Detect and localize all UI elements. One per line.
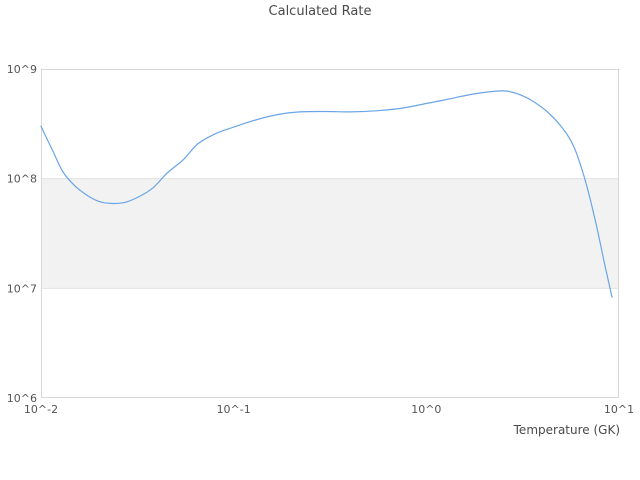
- decade-shading-band: [41, 178, 619, 289]
- x-tick-label: 10^-1: [217, 403, 251, 416]
- x-tick-label: 10^-2: [24, 403, 58, 416]
- y-tick-label: 10^9: [7, 63, 37, 76]
- x-axis-title: Temperature (GK): [513, 423, 620, 437]
- plot-border: [41, 69, 619, 398]
- x-tick-label: 10^1: [604, 403, 634, 416]
- y-tick-label: 10^6: [7, 392, 37, 405]
- y-tick-label: 10^8: [7, 173, 37, 186]
- x-tick-label: 10^0: [411, 403, 441, 416]
- y-tick-label: 10^7: [7, 282, 37, 295]
- rate-curve: [40, 90, 613, 298]
- chart-title: Calculated Rate: [268, 4, 372, 19]
